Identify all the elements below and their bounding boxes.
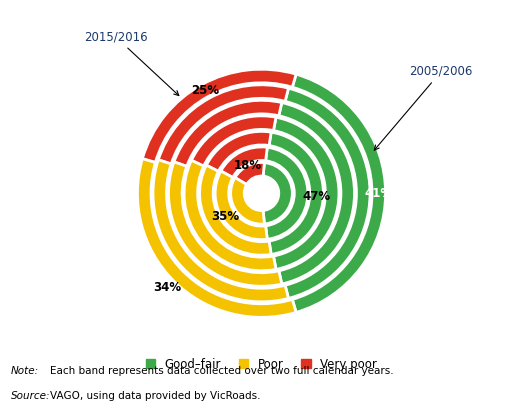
Wedge shape <box>200 165 271 255</box>
Wedge shape <box>231 178 265 224</box>
Text: 47%: 47% <box>302 191 330 203</box>
Wedge shape <box>158 85 289 164</box>
Legend: Good–fair, Poor, Very poor: Good–fair, Poor, Very poor <box>141 353 382 375</box>
Text: Note:: Note: <box>10 366 39 376</box>
Text: 35%: 35% <box>211 210 239 223</box>
Text: Source:: Source: <box>10 391 50 401</box>
Text: 25%: 25% <box>191 84 219 97</box>
Wedge shape <box>279 103 355 284</box>
Wedge shape <box>174 100 282 166</box>
Wedge shape <box>191 116 276 166</box>
Wedge shape <box>153 160 289 302</box>
Wedge shape <box>168 162 282 286</box>
Wedge shape <box>138 158 296 317</box>
Circle shape <box>246 178 277 208</box>
Wedge shape <box>266 147 308 239</box>
Text: Each band represents data collected over two full calendar years.: Each band represents data collected over… <box>50 366 393 376</box>
Wedge shape <box>235 163 265 185</box>
Text: VAGO, using data provided by VicRoads.: VAGO, using data provided by VicRoads. <box>50 391 260 401</box>
Wedge shape <box>285 88 370 298</box>
Wedge shape <box>184 160 276 271</box>
Text: 34%: 34% <box>153 282 181 295</box>
Wedge shape <box>215 171 267 240</box>
Text: 2005/2006: 2005/2006 <box>374 65 473 150</box>
Wedge shape <box>274 117 339 270</box>
Wedge shape <box>292 74 385 312</box>
Wedge shape <box>221 147 267 178</box>
Text: 2015/2016: 2015/2016 <box>84 30 179 96</box>
Wedge shape <box>207 131 271 171</box>
Text: 41%: 41% <box>365 187 393 200</box>
Text: 18%: 18% <box>233 159 262 173</box>
Wedge shape <box>269 132 323 255</box>
Wedge shape <box>263 163 292 224</box>
Wedge shape <box>142 69 296 163</box>
